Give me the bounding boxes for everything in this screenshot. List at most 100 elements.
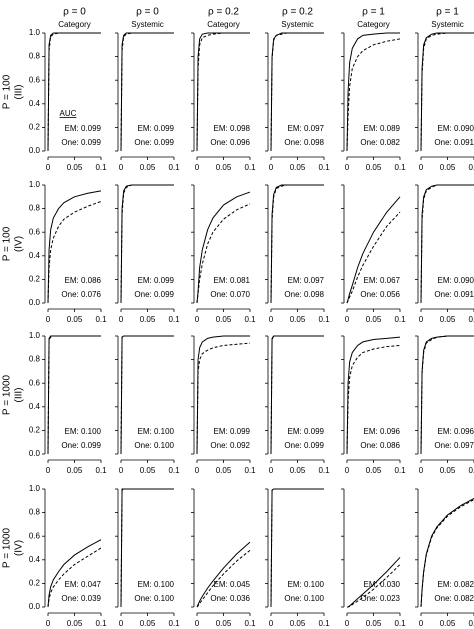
auc-label: EM: 0.096 (438, 427, 474, 436)
y-tick-label: 0.0 (29, 602, 41, 611)
curve-dashed (47, 547, 102, 608)
x-tick-label: 0 (46, 619, 51, 628)
row-setting: (IV) (14, 236, 25, 252)
curve-solid (47, 190, 102, 304)
curve-dashed (347, 564, 401, 608)
y-tick-label: 0.6 (29, 531, 41, 540)
x-tick-label: 0.1 (318, 619, 330, 628)
auc-label: EM: 0.099 (214, 427, 251, 436)
x-tick-label: 0 (195, 163, 200, 172)
curve-dashed (270, 488, 324, 608)
x-tick-label: 0.1 (468, 466, 474, 475)
y-tick-label: 0.8 (29, 355, 41, 364)
curve-dashed (120, 32, 174, 152)
row-setting: (III) (14, 388, 25, 403)
curve-solid (346, 32, 400, 152)
curve-solid (420, 32, 474, 152)
x-tick-label: 0.1 (168, 466, 180, 475)
row-p: P = 100 (2, 226, 13, 261)
x-tick-label: 0 (269, 163, 274, 172)
auc-label: One: 0.098 (284, 290, 324, 299)
x-tick-label: 0.05 (366, 163, 382, 172)
curve-solid (47, 539, 102, 608)
curve-solid (420, 335, 474, 455)
auc-label: EM: 0.081 (214, 276, 251, 285)
y-tick-label: 0.8 (29, 52, 41, 61)
x-tick-label: 0.1 (244, 163, 256, 172)
y-tick-label: 0.8 (29, 508, 41, 517)
x-tick-label: 0 (46, 163, 51, 172)
x-tick-label: 0 (419, 163, 424, 172)
auc-label: One: 0.100 (284, 594, 324, 603)
auc-label: EM: 0.086 (65, 276, 102, 285)
curve-dashed (47, 201, 102, 304)
x-tick-label: 0.05 (290, 619, 306, 628)
x-tick-label: 0 (119, 315, 124, 324)
annotation: AUC (60, 109, 77, 118)
auc-label: One: 0.082 (360, 138, 400, 147)
auc-label: One: 0.023 (360, 594, 400, 603)
column-rho: ρ = 0 (63, 7, 86, 18)
x-tick-label: 0.05 (140, 619, 156, 628)
x-tick-label: 0.1 (95, 466, 107, 475)
auc-label: EM: 0.100 (138, 427, 175, 436)
x-tick-label: 0.1 (318, 163, 330, 172)
x-tick-label: 0.1 (394, 315, 406, 324)
x-tick-label: 0.1 (394, 619, 406, 628)
y-tick-label: 0.8 (29, 204, 41, 213)
y-tick-label: 0.2 (29, 275, 41, 284)
x-tick-label: 0.05 (216, 315, 232, 324)
auc-label: EM: 0.089 (364, 124, 401, 133)
x-tick-label: 0.1 (168, 315, 180, 324)
curve-solid (346, 196, 401, 304)
curve-solid (120, 488, 174, 608)
auc-label: EM: 0.090 (438, 124, 474, 133)
x-tick-label: 0.05 (140, 315, 156, 324)
x-tick-label: 0.05 (366, 466, 382, 475)
x-tick-label: 0.05 (290, 466, 306, 475)
x-tick-label: 0.05 (67, 466, 83, 475)
x-tick-label: 0 (345, 163, 350, 172)
curve-dashed (120, 184, 174, 304)
curve-solid (270, 32, 324, 152)
row-p: P = 100 (2, 74, 13, 109)
x-tick-label: 0.1 (468, 619, 474, 628)
curve-solid (47, 32, 101, 152)
auc-label: EM: 0.067 (364, 276, 401, 285)
x-tick-label: 0 (195, 619, 200, 628)
row-setting: (IV) (14, 540, 25, 556)
x-tick-label: 0.1 (394, 163, 406, 172)
x-tick-label: 0 (195, 466, 200, 475)
curve-solid (346, 336, 401, 455)
y-tick-label: 0.4 (29, 251, 41, 260)
curve-solid (270, 184, 324, 304)
auc-label: EM: 0.047 (65, 580, 102, 589)
x-tick-label: 0 (46, 466, 51, 475)
x-tick-label: 0 (345, 619, 350, 628)
curve-solid (196, 335, 250, 455)
x-tick-label: 0 (119, 619, 124, 628)
curve-solid (120, 335, 174, 455)
auc-label: One: 0.091 (434, 138, 474, 147)
x-tick-label: 0.05 (67, 315, 83, 324)
x-tick-label: 0.1 (468, 163, 474, 172)
auc-label: One: 0.082 (434, 594, 474, 603)
curve-solid (120, 184, 174, 304)
curve-solid (196, 32, 250, 152)
x-tick-label: 0.05 (440, 315, 456, 324)
y-tick-label: 1.0 (29, 28, 41, 37)
curve-dashed (47, 335, 101, 455)
x-tick-label: 0.05 (140, 466, 156, 475)
curve-dashed (420, 335, 474, 455)
column-kind: Category (58, 20, 90, 29)
auc-label: EM: 0.096 (364, 427, 401, 436)
y-tick-label: 0.0 (29, 298, 41, 307)
curve-solid (47, 335, 101, 455)
y-tick-label: 1.0 (29, 180, 41, 189)
auc-label: One: 0.099 (134, 138, 174, 147)
y-tick-label: 0.6 (29, 75, 41, 84)
x-tick-label: 0 (419, 315, 424, 324)
auc-label: One: 0.076 (61, 290, 101, 299)
x-tick-label: 0 (119, 163, 124, 172)
